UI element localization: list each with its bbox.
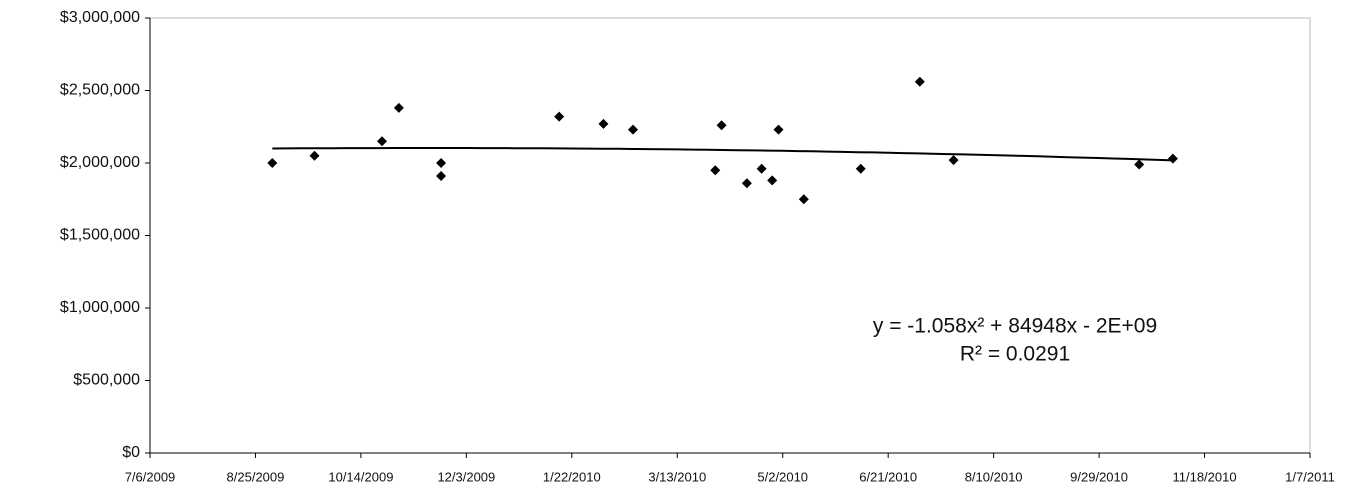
point: [436, 158, 447, 168]
x-tick-label: 8/10/2010: [965, 469, 1023, 484]
x-tick-label: 12/3/2009: [437, 469, 495, 484]
x-tick-label: 7/6/2009: [125, 469, 176, 484]
x-tick-label: 10/14/2009: [328, 469, 393, 484]
point: [627, 124, 638, 135]
y-tick-label: $2,500,000: [60, 82, 140, 99]
point: [554, 111, 565, 122]
point: [598, 118, 609, 129]
y-tick-label: $0: [122, 444, 140, 461]
x-tick-label: 1/22/2010: [543, 469, 601, 484]
point: [756, 163, 767, 174]
point: [767, 175, 778, 186]
x-tick-label: 8/25/2009: [227, 469, 285, 484]
y-tick-label: $500,000: [73, 372, 140, 389]
point: [1134, 159, 1145, 170]
point: [948, 155, 959, 166]
point: [798, 194, 809, 205]
plot-area: [149, 17, 1311, 454]
x-tick-label: 11/18/2010: [1172, 469, 1236, 484]
point: [716, 120, 727, 131]
y-tick-label: $1,500,000: [60, 227, 140, 244]
point: [710, 165, 721, 176]
x-tick-label: 5/2/2010: [757, 469, 808, 484]
y-tick-label: $2,000,000: [60, 154, 140, 171]
point: [741, 178, 752, 189]
x-tick-label: 3/13/2010: [648, 469, 706, 484]
point: [1167, 153, 1178, 164]
y-tick-label: $1,000,000: [60, 299, 140, 316]
point: [914, 76, 925, 87]
point: [855, 163, 866, 174]
y-tick-label: $3,000,000: [60, 9, 140, 26]
x-tick-label: 6/21/2010: [859, 469, 917, 484]
point: [393, 102, 404, 113]
point: [309, 150, 320, 161]
x-tick-label: 1/7/2011: [1285, 469, 1335, 484]
point: [377, 136, 387, 147]
r-squared: R² = 0.0291: [960, 343, 1070, 366]
trend-equation: y = -1.058x² + 84948x - 2E+09: [873, 315, 1157, 338]
x-tick-label: 9/29/2010: [1070, 469, 1128, 484]
point: [773, 124, 784, 135]
point: [436, 171, 447, 182]
trendline: [272, 147, 1173, 162]
point: [267, 158, 278, 168]
